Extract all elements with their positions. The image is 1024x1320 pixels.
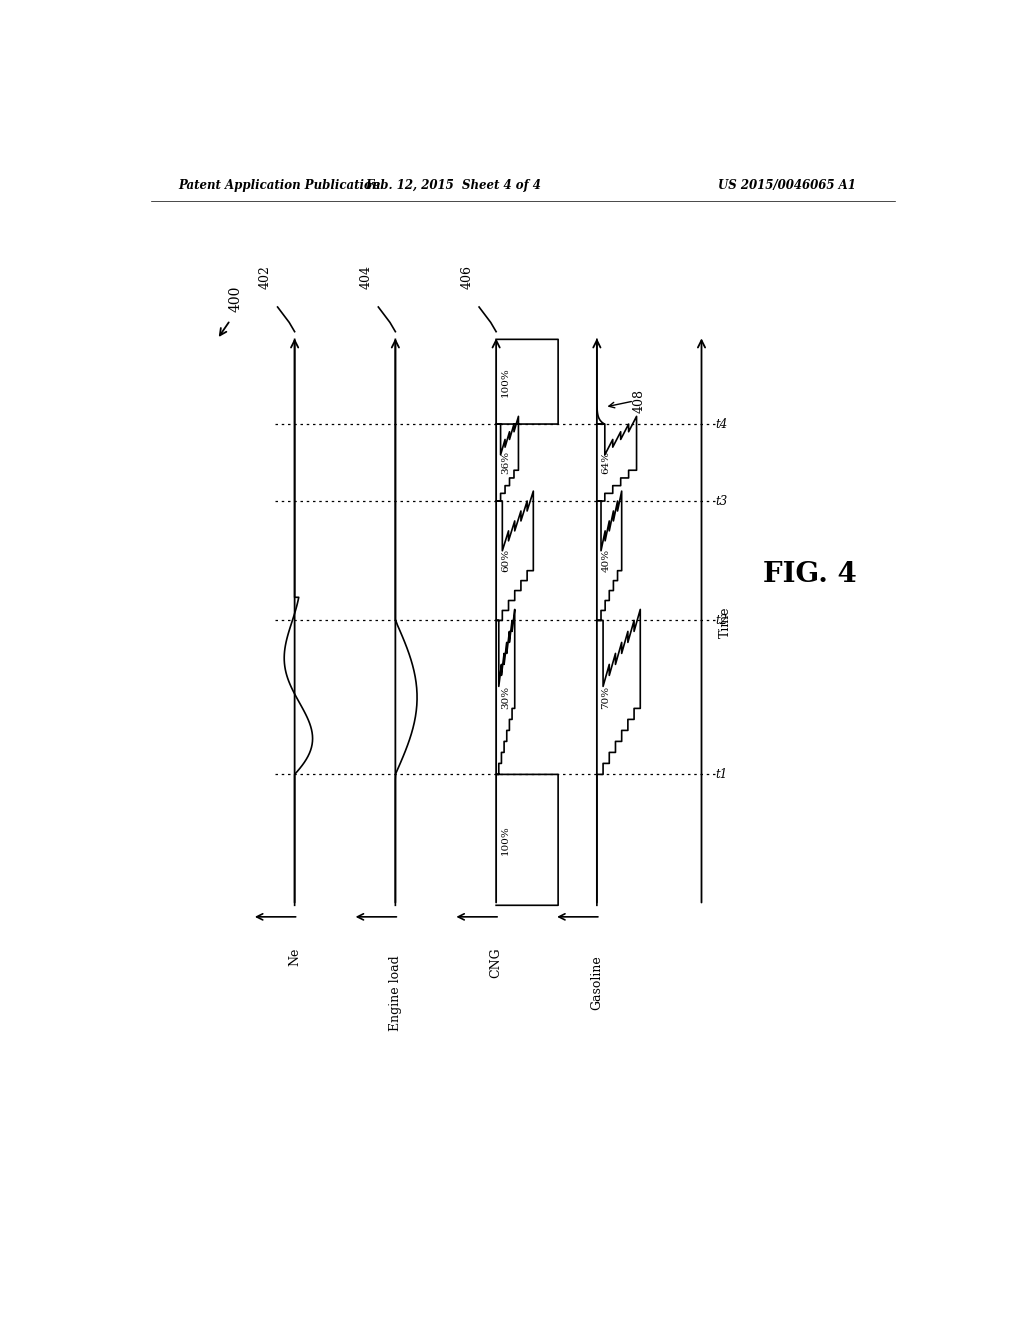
Text: 400: 400 bbox=[228, 286, 243, 313]
Text: US 2015/0046065 A1: US 2015/0046065 A1 bbox=[718, 178, 856, 191]
Text: t3: t3 bbox=[716, 495, 728, 508]
Text: 100%: 100% bbox=[501, 367, 510, 396]
Text: 408: 408 bbox=[633, 388, 646, 413]
Text: 70%: 70% bbox=[601, 686, 610, 709]
Text: t2: t2 bbox=[716, 614, 728, 627]
Text: 30%: 30% bbox=[501, 686, 510, 709]
Text: FIG. 4: FIG. 4 bbox=[763, 561, 857, 587]
Text: Time: Time bbox=[719, 607, 731, 638]
Text: CNG: CNG bbox=[489, 948, 503, 978]
Text: t4: t4 bbox=[716, 417, 728, 430]
Text: Gasoline: Gasoline bbox=[591, 956, 603, 1010]
Text: 404: 404 bbox=[359, 265, 373, 289]
Text: 36%: 36% bbox=[501, 451, 510, 474]
Text: 100%: 100% bbox=[501, 825, 510, 855]
Text: 402: 402 bbox=[259, 265, 271, 289]
Text: Engine load: Engine load bbox=[389, 956, 401, 1031]
Text: 64%: 64% bbox=[601, 451, 610, 474]
Text: t1: t1 bbox=[716, 768, 728, 781]
Text: 406: 406 bbox=[460, 265, 473, 289]
Text: Ne: Ne bbox=[288, 948, 301, 966]
Text: Feb. 12, 2015  Sheet 4 of 4: Feb. 12, 2015 Sheet 4 of 4 bbox=[366, 178, 542, 191]
Text: Patent Application Publication: Patent Application Publication bbox=[178, 178, 381, 191]
Text: 60%: 60% bbox=[501, 549, 510, 573]
Text: 40%: 40% bbox=[601, 549, 610, 573]
